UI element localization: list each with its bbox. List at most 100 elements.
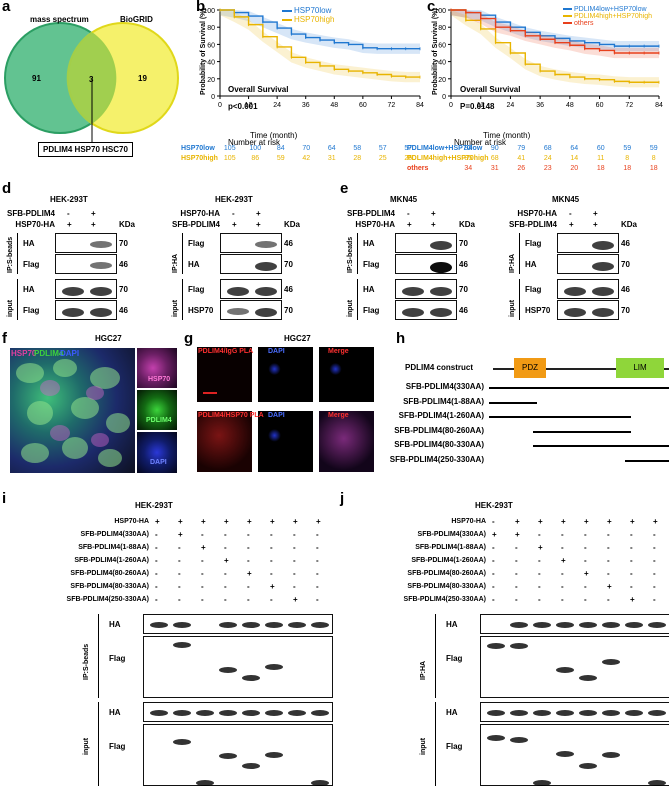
panel-b-label: b xyxy=(196,0,206,15)
hsp70-channel xyxy=(136,347,178,389)
construct-line xyxy=(489,401,537,404)
treatment-sign: - xyxy=(201,530,204,539)
risk-value: 58 xyxy=(353,145,362,152)
km-series-1 xyxy=(220,9,420,78)
blot-strip xyxy=(395,233,457,253)
treatment-sign: - xyxy=(293,582,296,591)
x-tick-label: 72 xyxy=(388,102,396,109)
j-cell-title: HEK-293T xyxy=(475,501,513,510)
treatment-sign: - xyxy=(155,530,158,539)
pdlim4-channel xyxy=(136,389,178,431)
km-b-ylabel: Probability of Survival (%) xyxy=(200,8,207,95)
treatment-sign: - xyxy=(492,582,495,591)
risk-value: 28 xyxy=(353,155,362,162)
treatment-sign: - xyxy=(492,517,495,526)
treatment-sign: + xyxy=(630,595,635,604)
treatment-label: HSP70-HA xyxy=(451,518,486,525)
treatment-sign: + xyxy=(515,517,520,526)
construct-line xyxy=(489,416,631,418)
blot-strip xyxy=(480,702,669,722)
y-tick-label: 40 xyxy=(438,60,446,67)
treatment-sign: - xyxy=(584,543,587,552)
treatment-sign: - xyxy=(607,595,610,604)
risk-value: 18 xyxy=(649,165,658,172)
blot-band xyxy=(219,710,237,716)
pla-row1-label2: Merge xyxy=(328,348,349,355)
km-ci-band-0 xyxy=(220,10,420,54)
blot-band xyxy=(62,308,84,317)
blot-label: Flag xyxy=(23,260,40,269)
construct-line xyxy=(532,430,631,433)
treatment-sign: - xyxy=(630,582,633,591)
treatment-sign: + xyxy=(201,517,206,526)
construct-label: SFB-PDLIM4(1-88AA) xyxy=(403,396,484,406)
treatment-sign: - xyxy=(270,569,273,578)
treatment-sign: - xyxy=(67,209,70,218)
d-cell-title: HEK-293T xyxy=(215,195,253,204)
blot-band xyxy=(648,622,666,628)
treatment-sign: - xyxy=(561,595,564,604)
km-c-ylabel: Probability of Survival (%) xyxy=(432,8,439,95)
blot-label: HA xyxy=(23,239,35,248)
blot-band xyxy=(311,780,329,786)
blot-band xyxy=(430,308,452,317)
pla-row1-label0: PDLIM4/IgG PLA xyxy=(198,348,254,355)
km-series-2 xyxy=(451,9,659,54)
risk-value: 20 xyxy=(570,165,579,172)
treatment-sign: + xyxy=(256,220,261,229)
treatment-sign: + xyxy=(584,517,589,526)
km-c-subtitle: Overall Survival xyxy=(460,85,521,94)
treatment-sign: - xyxy=(232,209,235,218)
blot-strip xyxy=(143,636,333,698)
treatment-sign: + xyxy=(256,209,261,218)
treatment-sign: - xyxy=(155,556,158,565)
kda-value: 46 xyxy=(119,306,128,315)
x-tick-label: 0 xyxy=(449,102,453,109)
blot-band xyxy=(533,622,551,628)
kda-title: KDa xyxy=(119,220,136,229)
x-tick-label: 60 xyxy=(596,102,604,109)
input-label: input xyxy=(509,299,516,317)
input-bracket xyxy=(435,702,436,786)
treatment-sign: - xyxy=(584,556,587,565)
y-tick-label: 60 xyxy=(207,42,215,49)
blot-band xyxy=(255,287,277,296)
blot-band xyxy=(602,710,620,716)
treatment-sign: + xyxy=(607,517,612,526)
risk-value: 24 xyxy=(543,155,552,162)
construct-line xyxy=(625,459,669,462)
kda-value: 70 xyxy=(119,239,128,248)
ip-label: IP:S-beads xyxy=(7,236,14,273)
input-label: input xyxy=(7,299,14,317)
blot-label: Flag xyxy=(109,654,126,663)
treatment-sign: - xyxy=(247,556,250,565)
treatment-sign: + xyxy=(91,220,96,229)
blot-band xyxy=(510,737,528,743)
blot-band xyxy=(510,643,528,649)
treatment-label: SFB-PDLIM4 xyxy=(509,220,557,229)
blot-label: Flag xyxy=(188,285,205,294)
blot-band xyxy=(625,710,643,716)
blot-strip xyxy=(480,724,669,786)
risk-row-name: PDLIM4low+HSP70low xyxy=(407,145,483,152)
blot-band xyxy=(648,780,666,786)
x-tick-label: 0 xyxy=(218,102,222,109)
risk-value: 25 xyxy=(404,155,413,162)
treatment-sign: + xyxy=(593,220,598,229)
treatment-sign: - xyxy=(538,582,541,591)
risk-value: 25 xyxy=(378,155,387,162)
blot-label: Flag xyxy=(109,742,126,751)
treatment-label: SFB-PDLIM4(250-330AA) xyxy=(403,596,486,603)
blot-band xyxy=(510,622,528,628)
blot-band xyxy=(564,308,586,317)
risk-value: 59 xyxy=(623,145,632,152)
blot-band xyxy=(265,710,283,716)
km-ci-band-0 xyxy=(451,10,659,52)
ip-bracket xyxy=(182,233,183,274)
panel-f-cell: HGC27 xyxy=(95,334,122,343)
treatment-sign: - xyxy=(653,582,656,591)
treatment-sign: - xyxy=(247,530,250,539)
treatment-sign: - xyxy=(224,582,227,591)
blot-strip xyxy=(395,254,457,274)
kda-value: 70 xyxy=(119,285,128,294)
